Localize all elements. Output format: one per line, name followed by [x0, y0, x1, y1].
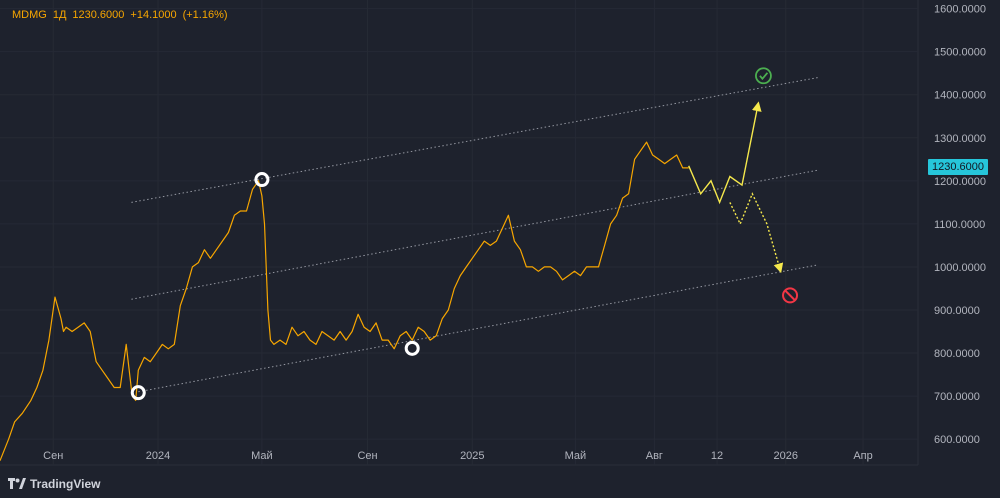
channel-line: [131, 169, 819, 300]
pivot-circle: [254, 172, 270, 188]
price-change: +14.1000: [130, 9, 177, 21]
price-line: [0, 141, 689, 461]
y-tick-label: 1400.0000: [934, 90, 986, 102]
interval-label[interactable]: 1Д: [52, 9, 67, 21]
y-tick-label: 1000.0000: [934, 262, 986, 274]
pivot-circle: [130, 385, 146, 401]
bullish-projection: [688, 101, 762, 205]
channel-line: [131, 77, 819, 203]
price-change-pct: (+1.16%): [182, 9, 228, 21]
y-tick-label: 1200.0000: [934, 176, 986, 188]
x-tick-label: Май: [565, 450, 587, 462]
x-tick-label: 2024: [146, 450, 170, 462]
last-price: 1230.6000: [72, 9, 125, 21]
last-price-label: 1230.6000: [928, 159, 988, 175]
x-tick-label: Апр: [853, 450, 872, 462]
x-tick-label: 12: [711, 450, 723, 462]
pivot-circle: [404, 340, 420, 356]
stop-circle: [782, 287, 799, 304]
tradingview-logo-icon: [8, 478, 26, 489]
price-axis[interactable]: 600.0000 700.0000 800.0000 900.0000 1000.000…: [0, 4, 986, 447]
symbol-header: MDMG 1Д 1230.6000 +14.1000 (+1.16%): [12, 9, 234, 21]
x-tick-label: 2025: [460, 450, 484, 462]
x-tick-label: Май: [251, 450, 273, 462]
pivot-markers: [130, 172, 420, 401]
y-tick-label: 1100.0000: [934, 219, 985, 231]
check-mark: [759, 72, 769, 81]
stop-sign-icon: [782, 287, 799, 304]
x-tick-label: 2026: [774, 450, 798, 462]
bearish-projection: [729, 192, 784, 274]
y-tick-label: 800.0000: [934, 348, 980, 360]
y-tick-label: 1300.0000: [934, 133, 986, 145]
channel-lines: [131, 77, 819, 393]
price-series: [0, 141, 689, 461]
y-tick-label: 1600.0000: [934, 4, 986, 16]
x-tick-label: Сен: [357, 450, 377, 462]
x-tick-label: Авг: [646, 450, 663, 462]
tradingview-logo[interactable]: TradingView: [8, 476, 100, 492]
y-tick-label: 700.0000: [934, 391, 980, 403]
stop-slash: [784, 290, 796, 301]
y-tick-label: 1500.0000: [934, 47, 986, 59]
status-markers: [755, 67, 799, 304]
target-check-icon: [755, 67, 772, 85]
time-axis[interactable]: Сен 2024 Май Сен 2025 Май Авг 12 2026 Апр: [43, 0, 873, 465]
y-tick-label: 600.0000: [934, 434, 980, 446]
channel-line: [138, 264, 819, 393]
y-tick-label: 900.0000: [934, 305, 980, 317]
symbol-name[interactable]: MDMG: [12, 9, 47, 21]
x-tick-label: Сен: [43, 450, 63, 462]
check-circle: [755, 67, 772, 85]
brand-name: TradingView: [30, 477, 101, 491]
projection-paths: [688, 101, 784, 274]
